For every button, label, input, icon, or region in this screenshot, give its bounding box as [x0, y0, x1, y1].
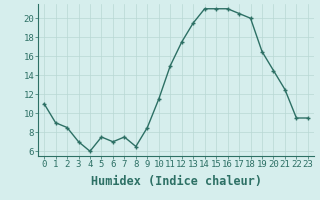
X-axis label: Humidex (Indice chaleur): Humidex (Indice chaleur) — [91, 175, 261, 188]
